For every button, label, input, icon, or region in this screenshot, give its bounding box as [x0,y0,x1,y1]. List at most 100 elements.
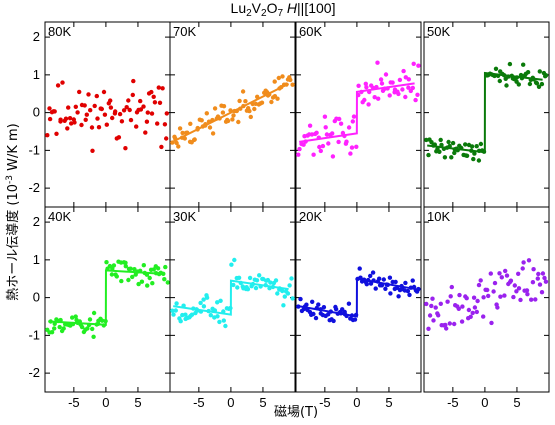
data-point [540,271,546,276]
data-point [390,80,395,85]
x-tick-label: 5 [513,395,520,410]
data-point [464,296,469,301]
data-point [247,275,253,281]
panel-20k: -5 0 5 20K [295,206,422,410]
data-point [393,279,398,285]
data-point [247,108,252,114]
data-point [143,130,148,135]
data-point [443,322,448,328]
data-point [429,303,434,309]
data-point [366,102,371,107]
data-point [474,309,479,315]
data-point [410,278,415,283]
data-point [94,93,100,99]
data-point [159,144,164,150]
data-point [55,83,61,88]
data-point [102,112,108,117]
data-point [445,299,450,304]
data-point [178,319,183,324]
data-point [431,318,436,323]
data-point [320,143,326,149]
data-point [543,73,549,78]
data-point [221,104,227,109]
data-point [152,100,158,105]
data-point [130,274,135,280]
data-point [481,295,486,300]
data-point [456,306,461,311]
y-tick-label: 1 [33,252,40,267]
data-point [368,273,373,279]
title-sub-1: 2 [246,8,252,19]
panel-frame [44,206,171,393]
data-point [468,314,473,319]
data-point [543,279,549,284]
data-point [444,326,449,331]
data-point [321,305,327,310]
data-point [52,326,57,331]
fit-line [427,71,543,154]
data-point [65,126,70,131]
data-point [121,108,127,113]
data-point [174,140,179,146]
data-point [231,282,236,288]
data-point [109,272,115,277]
title-sub-2: 2 [261,8,267,19]
data-point [530,280,536,285]
data-point [156,85,161,90]
title-field-rest: ||[100] [297,0,335,16]
data-point [47,106,52,111]
data-point [150,281,155,286]
x-tick-label: -5 [319,395,331,410]
data-point [70,315,75,320]
data-point [296,152,301,157]
data-point [529,297,534,302]
data-point [396,91,401,97]
data-point [313,315,319,321]
data-point [512,283,517,288]
data-point [324,132,330,137]
data-point [460,304,465,309]
data-point [363,81,368,87]
data-point [281,303,286,308]
data-point [537,282,543,287]
data-point [170,308,175,313]
data-point [311,152,316,157]
data-point [164,136,169,141]
data-point [45,133,50,138]
fit-line [299,82,415,143]
data-point [449,284,454,290]
data-point [396,294,401,299]
data-point [134,124,139,129]
data-point [433,305,438,310]
data-point [208,313,213,318]
data-point [401,68,406,74]
data-point [287,283,292,288]
data-point [438,137,443,143]
data-point [311,311,316,317]
data-point [235,285,240,290]
panel-80k: -2 -1 0 1 2 80K [28,21,171,208]
data-point [230,117,235,122]
data-point [162,277,167,282]
data-point [243,99,248,104]
y-tick-label: 0 [33,105,40,120]
data-point [164,111,169,116]
data-point [91,310,97,316]
data-point [79,122,84,128]
data-point [416,286,421,292]
data-point [475,298,480,304]
panel-60k: 60K [295,21,422,208]
data-point [66,105,71,110]
data-point [447,321,452,326]
x-tick-label: 0 [102,395,109,410]
panel-50k: 50K [423,21,550,208]
data-point [259,100,265,105]
y-axis-title-prefix: 熱ホール伝導度 (10 [5,184,21,301]
data-point [436,313,441,318]
data-point [183,312,188,317]
data-point [113,109,118,114]
data-point [138,98,143,104]
data-point [452,321,457,327]
data-point [204,295,210,300]
data-point [542,275,547,281]
